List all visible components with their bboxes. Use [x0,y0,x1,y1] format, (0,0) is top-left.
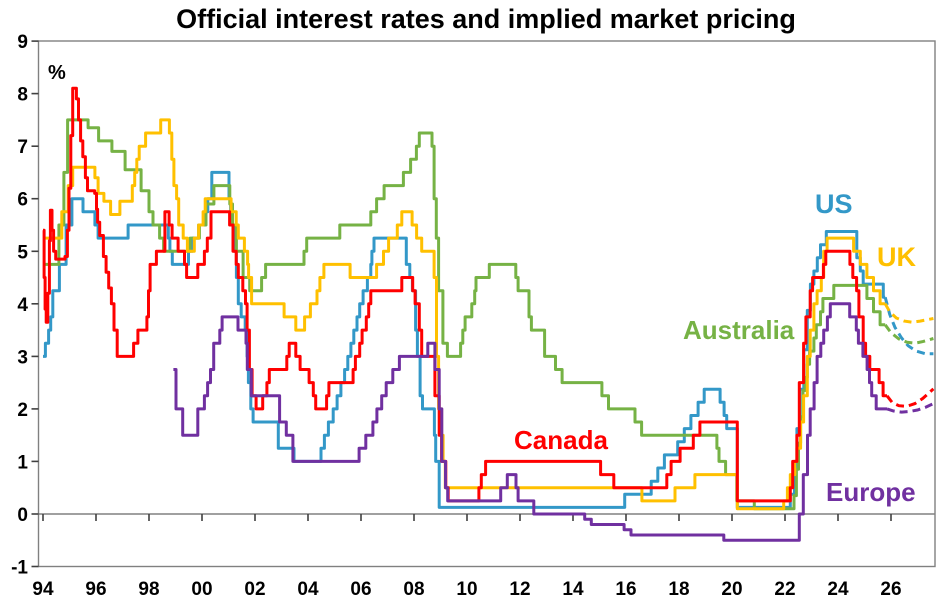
y-tick-label: 9 [17,32,28,53]
y-tick-label: 2 [17,400,28,421]
y-tick-label: 5 [17,242,28,263]
x-tick-label: 20 [721,579,742,600]
series-label-canada: Canada [514,425,608,455]
y-tick-label: 7 [17,137,28,158]
x-tick-label: 96 [85,579,106,600]
chart-title: Official interest rates and implied mark… [176,4,796,34]
y-tick-label: 1 [17,452,28,473]
series-labels-layer: US Australia UK Canada Europe [514,189,916,507]
x-tick-label: 12 [509,579,530,600]
series-layer [42,86,935,542]
x-tick-label: 06 [350,579,371,600]
x-tick-label: 18 [668,579,689,600]
y-tick-label: 0 [17,505,28,526]
y-tick-label: 4 [17,295,28,316]
series-label-australia: Australia [683,315,795,345]
x-tick-label: 08 [403,579,424,600]
series-line-uk [43,118,886,511]
series-dashed-implied-pricing-europe [886,402,935,414]
series-label-europe: Europe [826,477,916,507]
x-tick-label: 02 [244,579,265,600]
y-tick-label: -1 [11,558,28,579]
y-tick-label: 6 [17,190,28,211]
series-dashed-implied-pricing-uk [883,303,934,324]
series-dashed-implied-pricing-australia [883,323,934,345]
x-tick-label: 04 [297,579,319,600]
x-tick-label: 98 [138,579,159,600]
series-line-europe [173,302,887,542]
x-tick-label: 24 [827,579,849,600]
x-tick-label: 00 [191,579,212,600]
x-tick-label: 16 [615,579,636,600]
y-tick-label: 8 [17,85,28,106]
y-tick-label: 3 [17,347,28,368]
series-dashed-implied-pricing-us [883,296,934,356]
y-axis-unit-label: % [48,62,66,84]
series-label-uk: UK [877,242,916,272]
x-tick-label: 26 [880,579,901,600]
series-dashed-implied-pricing-canada [885,387,935,408]
x-tick-label: 10 [456,579,477,600]
x-tick-label: 94 [32,579,54,600]
series-label-us: US [815,189,853,219]
x-tick-label: 14 [562,579,584,600]
x-tick-label: 22 [774,579,795,600]
series-line-canada [42,86,887,503]
